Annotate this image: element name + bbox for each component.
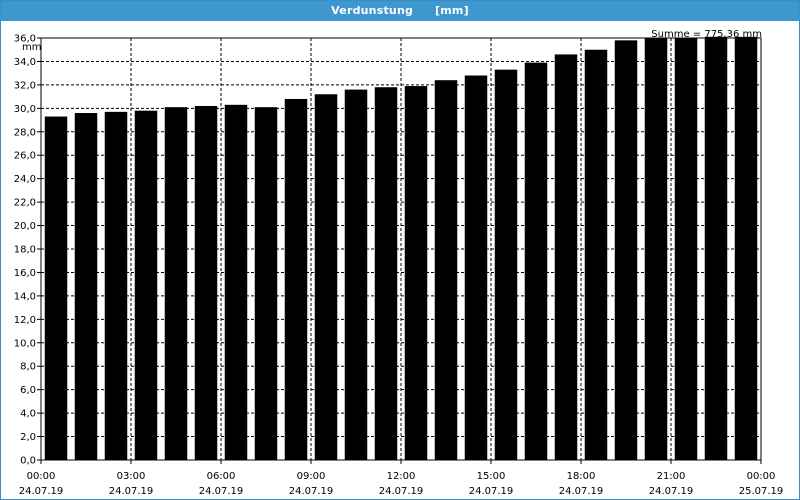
y-tick-label: 16,0 xyxy=(14,268,36,279)
y-tick-label: 2,0 xyxy=(20,432,36,443)
bar xyxy=(614,40,638,460)
y-tick-label: 24,0 xyxy=(14,174,36,185)
y-tick-label: 0,0 xyxy=(20,456,36,467)
bar xyxy=(164,107,188,461)
y-tick-label: 18,0 xyxy=(14,245,36,256)
y-tick-label: 22,0 xyxy=(14,198,36,209)
bar xyxy=(704,36,728,460)
bar xyxy=(314,94,338,461)
bar xyxy=(584,49,608,460)
x-tick-date: 24.07.19 xyxy=(559,486,604,497)
axis-layer: 0,0 2,0 4,0 6,0 8,0 10,0 12,0 14,0 16,0 18,0 20,0 2… xyxy=(14,34,784,498)
bar xyxy=(404,86,428,461)
bar xyxy=(284,98,308,460)
bar xyxy=(134,110,158,460)
y-tick-label: 30,0 xyxy=(14,104,36,115)
x-tick-date: 25.07.19 xyxy=(739,486,784,497)
bar xyxy=(734,36,758,460)
x-tick-date: 24.07.19 xyxy=(649,486,694,497)
x-tick-date: 24.07.19 xyxy=(19,486,64,497)
bar xyxy=(464,75,488,460)
grid-layer xyxy=(41,38,761,460)
bar xyxy=(224,104,248,461)
y-tick-label: 4,0 xyxy=(20,409,36,420)
y-tick-label: 8,0 xyxy=(20,362,36,373)
y-tick-label: 14,0 xyxy=(14,291,36,302)
y-axis-label: mm xyxy=(22,42,41,53)
x-tick-time: 18:00 xyxy=(567,471,596,482)
summary-label: Summe = 775,36 mm xyxy=(651,29,762,40)
x-tick-time: 15:00 xyxy=(477,471,506,482)
bar xyxy=(494,69,518,461)
x-tick-time: 03:00 xyxy=(117,471,146,482)
title-bar: Verdunstung [mm] xyxy=(1,1,799,21)
bar xyxy=(74,113,98,461)
bar xyxy=(434,80,458,460)
bar xyxy=(344,89,368,461)
x-tick-time: 00:00 xyxy=(747,471,776,482)
x-tick-date: 24.07.19 xyxy=(109,486,154,497)
y-tick-label: 26,0 xyxy=(14,151,36,162)
bar xyxy=(254,107,278,461)
y-tick-label: 20,0 xyxy=(14,221,36,232)
x-tick-time: 09:00 xyxy=(297,471,326,482)
bar xyxy=(674,38,698,460)
bar xyxy=(44,116,68,461)
x-tick-date: 24.07.19 xyxy=(289,486,334,497)
x-tick-time: 12:00 xyxy=(387,471,416,482)
y-tick-label: 6,0 xyxy=(20,385,36,396)
x-tick-date: 24.07.19 xyxy=(469,486,514,497)
bar xyxy=(554,54,578,461)
bar xyxy=(194,105,218,460)
x-tick-date: 24.07.19 xyxy=(199,486,244,497)
x-tick-time: 06:00 xyxy=(207,471,236,482)
bar xyxy=(644,38,668,460)
chart-title: Verdunstung xyxy=(331,4,414,17)
x-tick-time: 21:00 xyxy=(657,471,686,482)
y-tick-label: 28,0 xyxy=(14,127,36,138)
y-tick-label: 34,0 xyxy=(14,57,36,68)
unit-label: [mm] xyxy=(435,4,469,17)
x-tick-date: 24.07.19 xyxy=(379,486,424,497)
y-tick-label: 36,0 xyxy=(14,34,36,45)
y-tick-label: 10,0 xyxy=(14,338,36,349)
y-tick-label: 12,0 xyxy=(14,315,36,326)
x-tick-time: 00:00 xyxy=(27,471,56,482)
bar xyxy=(524,62,548,460)
bar-layer xyxy=(44,36,758,461)
bar xyxy=(374,87,398,460)
bar xyxy=(104,111,128,460)
y-tick-label: 32,0 xyxy=(14,80,36,91)
